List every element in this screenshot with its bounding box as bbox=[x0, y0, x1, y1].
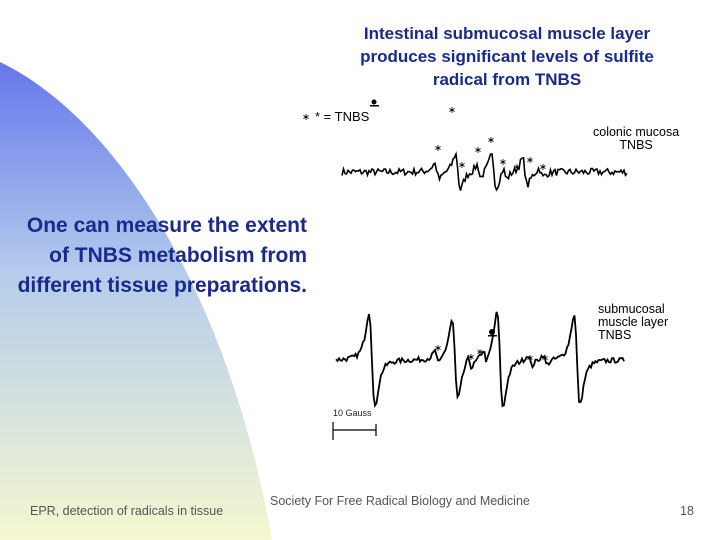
asterisk bbox=[468, 354, 474, 360]
title-line: produces significant levels of sulfite bbox=[360, 47, 654, 66]
asterisk bbox=[527, 355, 533, 361]
asterisk bbox=[449, 107, 455, 113]
asterisk bbox=[540, 164, 546, 170]
background-band bbox=[0, 62, 272, 540]
footer-left: EPR, detection of radicals in tissue bbox=[30, 504, 224, 518]
side-line: of TNBS metabolism from bbox=[49, 244, 307, 267]
scale-bar bbox=[332, 422, 377, 440]
label-submucosal: submucosal muscle layer TNBS bbox=[598, 303, 668, 342]
tnbs-markers bbox=[303, 107, 548, 361]
asterisk bbox=[542, 355, 548, 361]
title-line: radical from TNBS bbox=[432, 70, 582, 89]
asterisk bbox=[527, 157, 533, 163]
epr-spectrum-colonic bbox=[341, 151, 628, 192]
scale-label: 10 Gauss bbox=[333, 408, 372, 418]
label-line: TNBS bbox=[598, 328, 632, 342]
label-line: colonic mucosa bbox=[593, 125, 680, 139]
asterisk bbox=[475, 147, 481, 153]
asterisk bbox=[435, 145, 441, 151]
label-line: submucosal bbox=[598, 302, 665, 316]
epr-spectrum-submucosal bbox=[335, 311, 625, 409]
side-text: One can measure the extent of TNBS metab… bbox=[18, 211, 307, 301]
title: Intestinal submucosal muscle layer produ… bbox=[330, 22, 684, 91]
radical-symbols bbox=[370, 99, 497, 337]
page-number: 18 bbox=[680, 504, 694, 518]
asterisk bbox=[477, 349, 483, 355]
label-line: TNBS bbox=[619, 138, 653, 152]
asterisk bbox=[435, 345, 441, 351]
footer-center: Society For Free Radical Biology and Med… bbox=[270, 494, 530, 508]
asterisk bbox=[500, 159, 506, 165]
asterisk bbox=[514, 164, 520, 170]
label-colonic: colonic mucosa TNBS bbox=[593, 126, 679, 152]
asterisk bbox=[303, 114, 309, 120]
label-line: muscle layer bbox=[598, 315, 669, 329]
asterisk bbox=[488, 137, 494, 143]
legend: * = TNBS bbox=[315, 109, 370, 124]
side-line: One can measure the extent bbox=[26, 214, 307, 237]
title-line: Intestinal submucosal muscle layer bbox=[363, 24, 651, 43]
side-line: different tissue preparations. bbox=[17, 274, 307, 297]
asterisk bbox=[459, 162, 465, 168]
